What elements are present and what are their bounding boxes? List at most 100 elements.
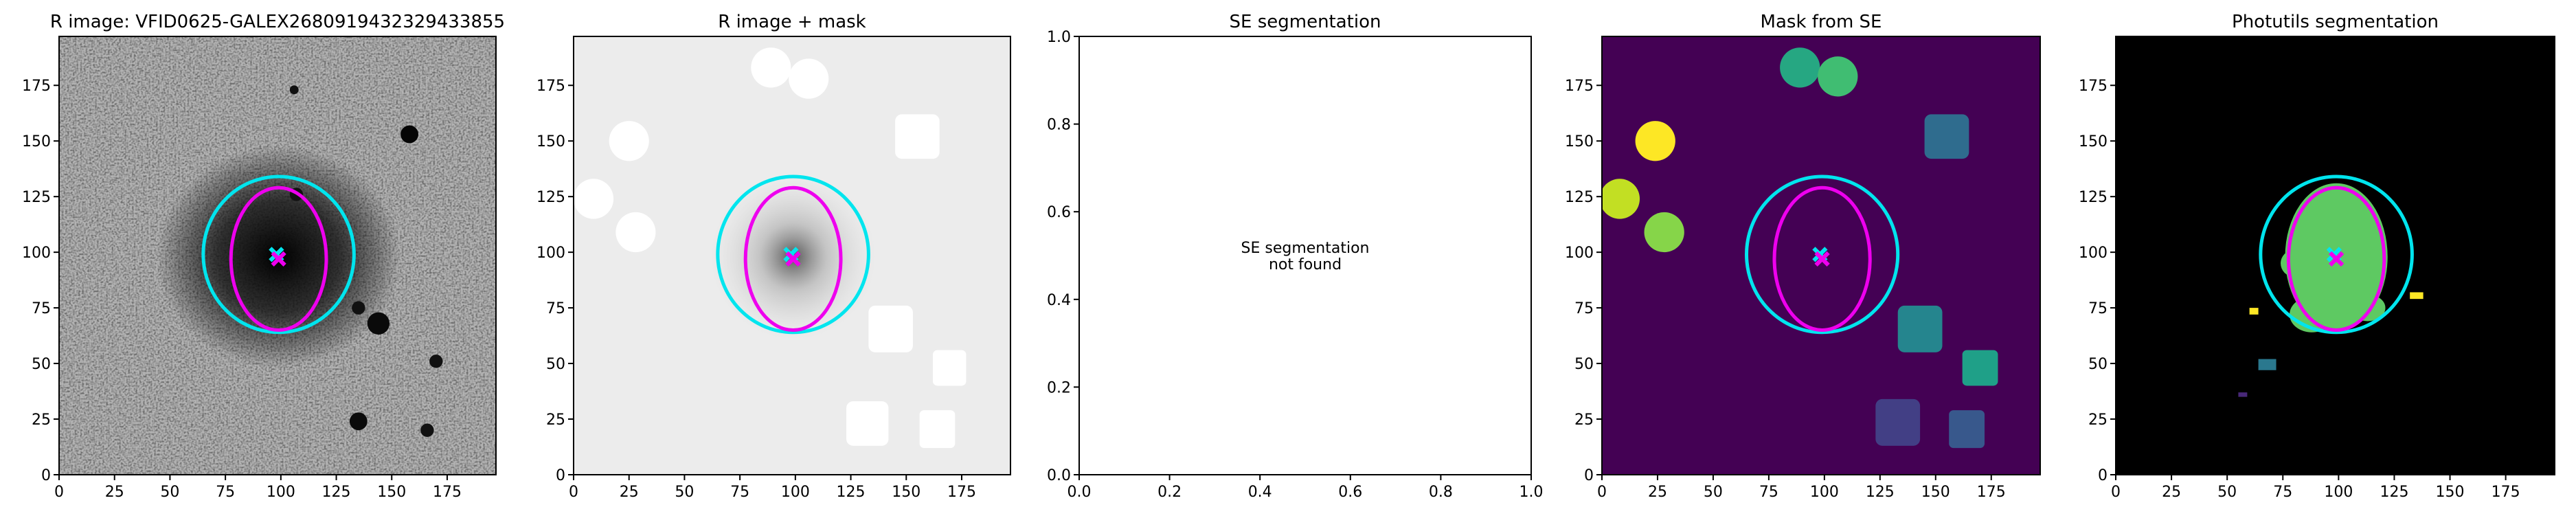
x-tick-label: 125 (1866, 484, 1895, 501)
x-tick-label: 100 (1810, 484, 1839, 501)
x-tick-label: 50 (1704, 484, 1723, 501)
x-tick-label: 100 (2324, 484, 2353, 501)
x-tick-label: 25 (2162, 484, 2181, 501)
y-tick-label: 0 (2098, 467, 2108, 484)
aperture-ellipse (1772, 185, 1872, 332)
x-tick-label: 0.6 (1338, 484, 1362, 501)
y-tick-label: 175 (536, 78, 565, 95)
y-tick-label: 175 (1565, 78, 1594, 95)
aperture-ellipse (743, 185, 843, 332)
y-tick-label: 150 (22, 133, 51, 150)
aperture-ellipse (1745, 174, 1900, 335)
y-tick-label: 25 (1574, 412, 1594, 429)
y-tick-label: 175 (2079, 78, 2108, 95)
x-tick-label: 1.0 (1519, 484, 1544, 501)
y-tick-label: 0.0 (1047, 467, 1071, 484)
x-tick-label: 100 (781, 484, 810, 501)
y-tick-label: 50 (2088, 356, 2108, 373)
y-tick-label: 0.2 (1047, 379, 1071, 396)
annotation-line: SE segmentation (1241, 240, 1370, 257)
panel-title: R image: VFID0625-GALEX26809194323294338… (50, 12, 505, 32)
x-tick-label: 0 (2111, 484, 2121, 501)
panel-title: R image + mask (718, 12, 866, 32)
x-tick-label: 125 (322, 484, 351, 501)
y-tick-label: 25 (2088, 412, 2108, 429)
y-tick-label: 0.4 (1047, 292, 1071, 309)
y-tick-label: 75 (32, 300, 51, 317)
y-tick-label: 125 (2079, 189, 2108, 206)
y-tick-label: 100 (2079, 245, 2108, 262)
y-tick-label: 100 (536, 245, 565, 262)
y-tick-label: 100 (1565, 245, 1594, 262)
x-tick-label: 75 (730, 484, 749, 501)
panel-title: SE segmentation (1230, 12, 1381, 32)
center-marker (2328, 251, 2345, 267)
y-tick-label: 150 (536, 133, 565, 150)
annotation-line: not found (1269, 256, 1342, 273)
y-tick-label: 125 (22, 189, 51, 206)
x-tick-label: 175 (433, 484, 462, 501)
axes-frame (1078, 36, 1532, 475)
x-tick-label: 150 (892, 484, 920, 501)
x-tick-label: 0.2 (1157, 484, 1182, 501)
x-tick-label: 50 (2217, 484, 2237, 501)
x-tick-label: 75 (2273, 484, 2292, 501)
x-tick-label: 0 (569, 484, 578, 501)
x-tick-label: 0.8 (1429, 484, 1453, 501)
x-tick-label: 100 (267, 484, 295, 501)
x-tick-label: 25 (1648, 484, 1667, 501)
panel-title: Photutils segmentation (2232, 12, 2439, 32)
y-tick-label: 1.0 (1047, 29, 1071, 46)
axes-frame (1601, 36, 2041, 475)
x-tick-label: 0.4 (1248, 484, 1272, 501)
center-marker (1814, 251, 1830, 267)
panel-title: Mask from SE (1761, 12, 1882, 32)
y-tick-label: 0 (41, 467, 51, 484)
y-tick-label: 75 (2088, 300, 2108, 317)
x-tick-label: 175 (1977, 484, 2006, 501)
y-tick-label: 150 (1565, 133, 1594, 150)
x-tick-label: 175 (947, 484, 976, 501)
x-tick-label: 150 (2436, 484, 2465, 501)
masked-image (574, 36, 1010, 475)
y-tick-label: 125 (536, 189, 565, 206)
annotation: SE segmentation not found (1241, 240, 1370, 273)
y-tick-label: 50 (546, 356, 565, 373)
aperture-ellipse (716, 174, 870, 335)
x-tick-label: 125 (837, 484, 866, 501)
aperture-ellipse (201, 174, 356, 335)
axes-frame (573, 36, 1011, 475)
x-tick-label: 125 (2380, 484, 2408, 501)
y-tick-label: 50 (1574, 356, 1594, 373)
y-tick-label: 0 (1584, 467, 1594, 484)
y-tick-label: 25 (546, 412, 565, 429)
y-tick-label: 150 (2079, 133, 2108, 150)
aperture-ellipse (2259, 174, 2414, 335)
y-tick-label: 0.6 (1047, 204, 1071, 221)
x-tick-label: 0 (1597, 484, 1607, 501)
y-tick-label: 0.8 (1047, 117, 1071, 134)
x-tick-label: 0.0 (1067, 484, 1092, 501)
y-tick-label: 25 (32, 412, 51, 429)
y-tick-label: 75 (546, 300, 565, 317)
x-tick-label: 150 (1921, 484, 1950, 501)
y-tick-label: 100 (22, 245, 51, 262)
x-tick-label: 50 (675, 484, 694, 501)
y-tick-label: 0 (556, 467, 565, 484)
x-tick-label: 75 (216, 484, 235, 501)
x-tick-label: 25 (105, 484, 124, 501)
aperture-ellipse (229, 185, 328, 332)
x-tick-label: 25 (620, 484, 639, 501)
axes-frame (58, 36, 497, 475)
x-tick-label: 50 (160, 484, 179, 501)
y-tick-label: 50 (32, 356, 51, 373)
x-tick-label: 0 (54, 484, 64, 501)
x-tick-label: 75 (1759, 484, 1778, 501)
y-tick-label: 125 (1565, 189, 1594, 206)
x-tick-label: 175 (2492, 484, 2520, 501)
aperture-ellipse (2286, 185, 2386, 332)
axes-frame (2115, 36, 2555, 475)
center-marker (271, 251, 286, 267)
y-tick-label: 175 (22, 78, 51, 95)
